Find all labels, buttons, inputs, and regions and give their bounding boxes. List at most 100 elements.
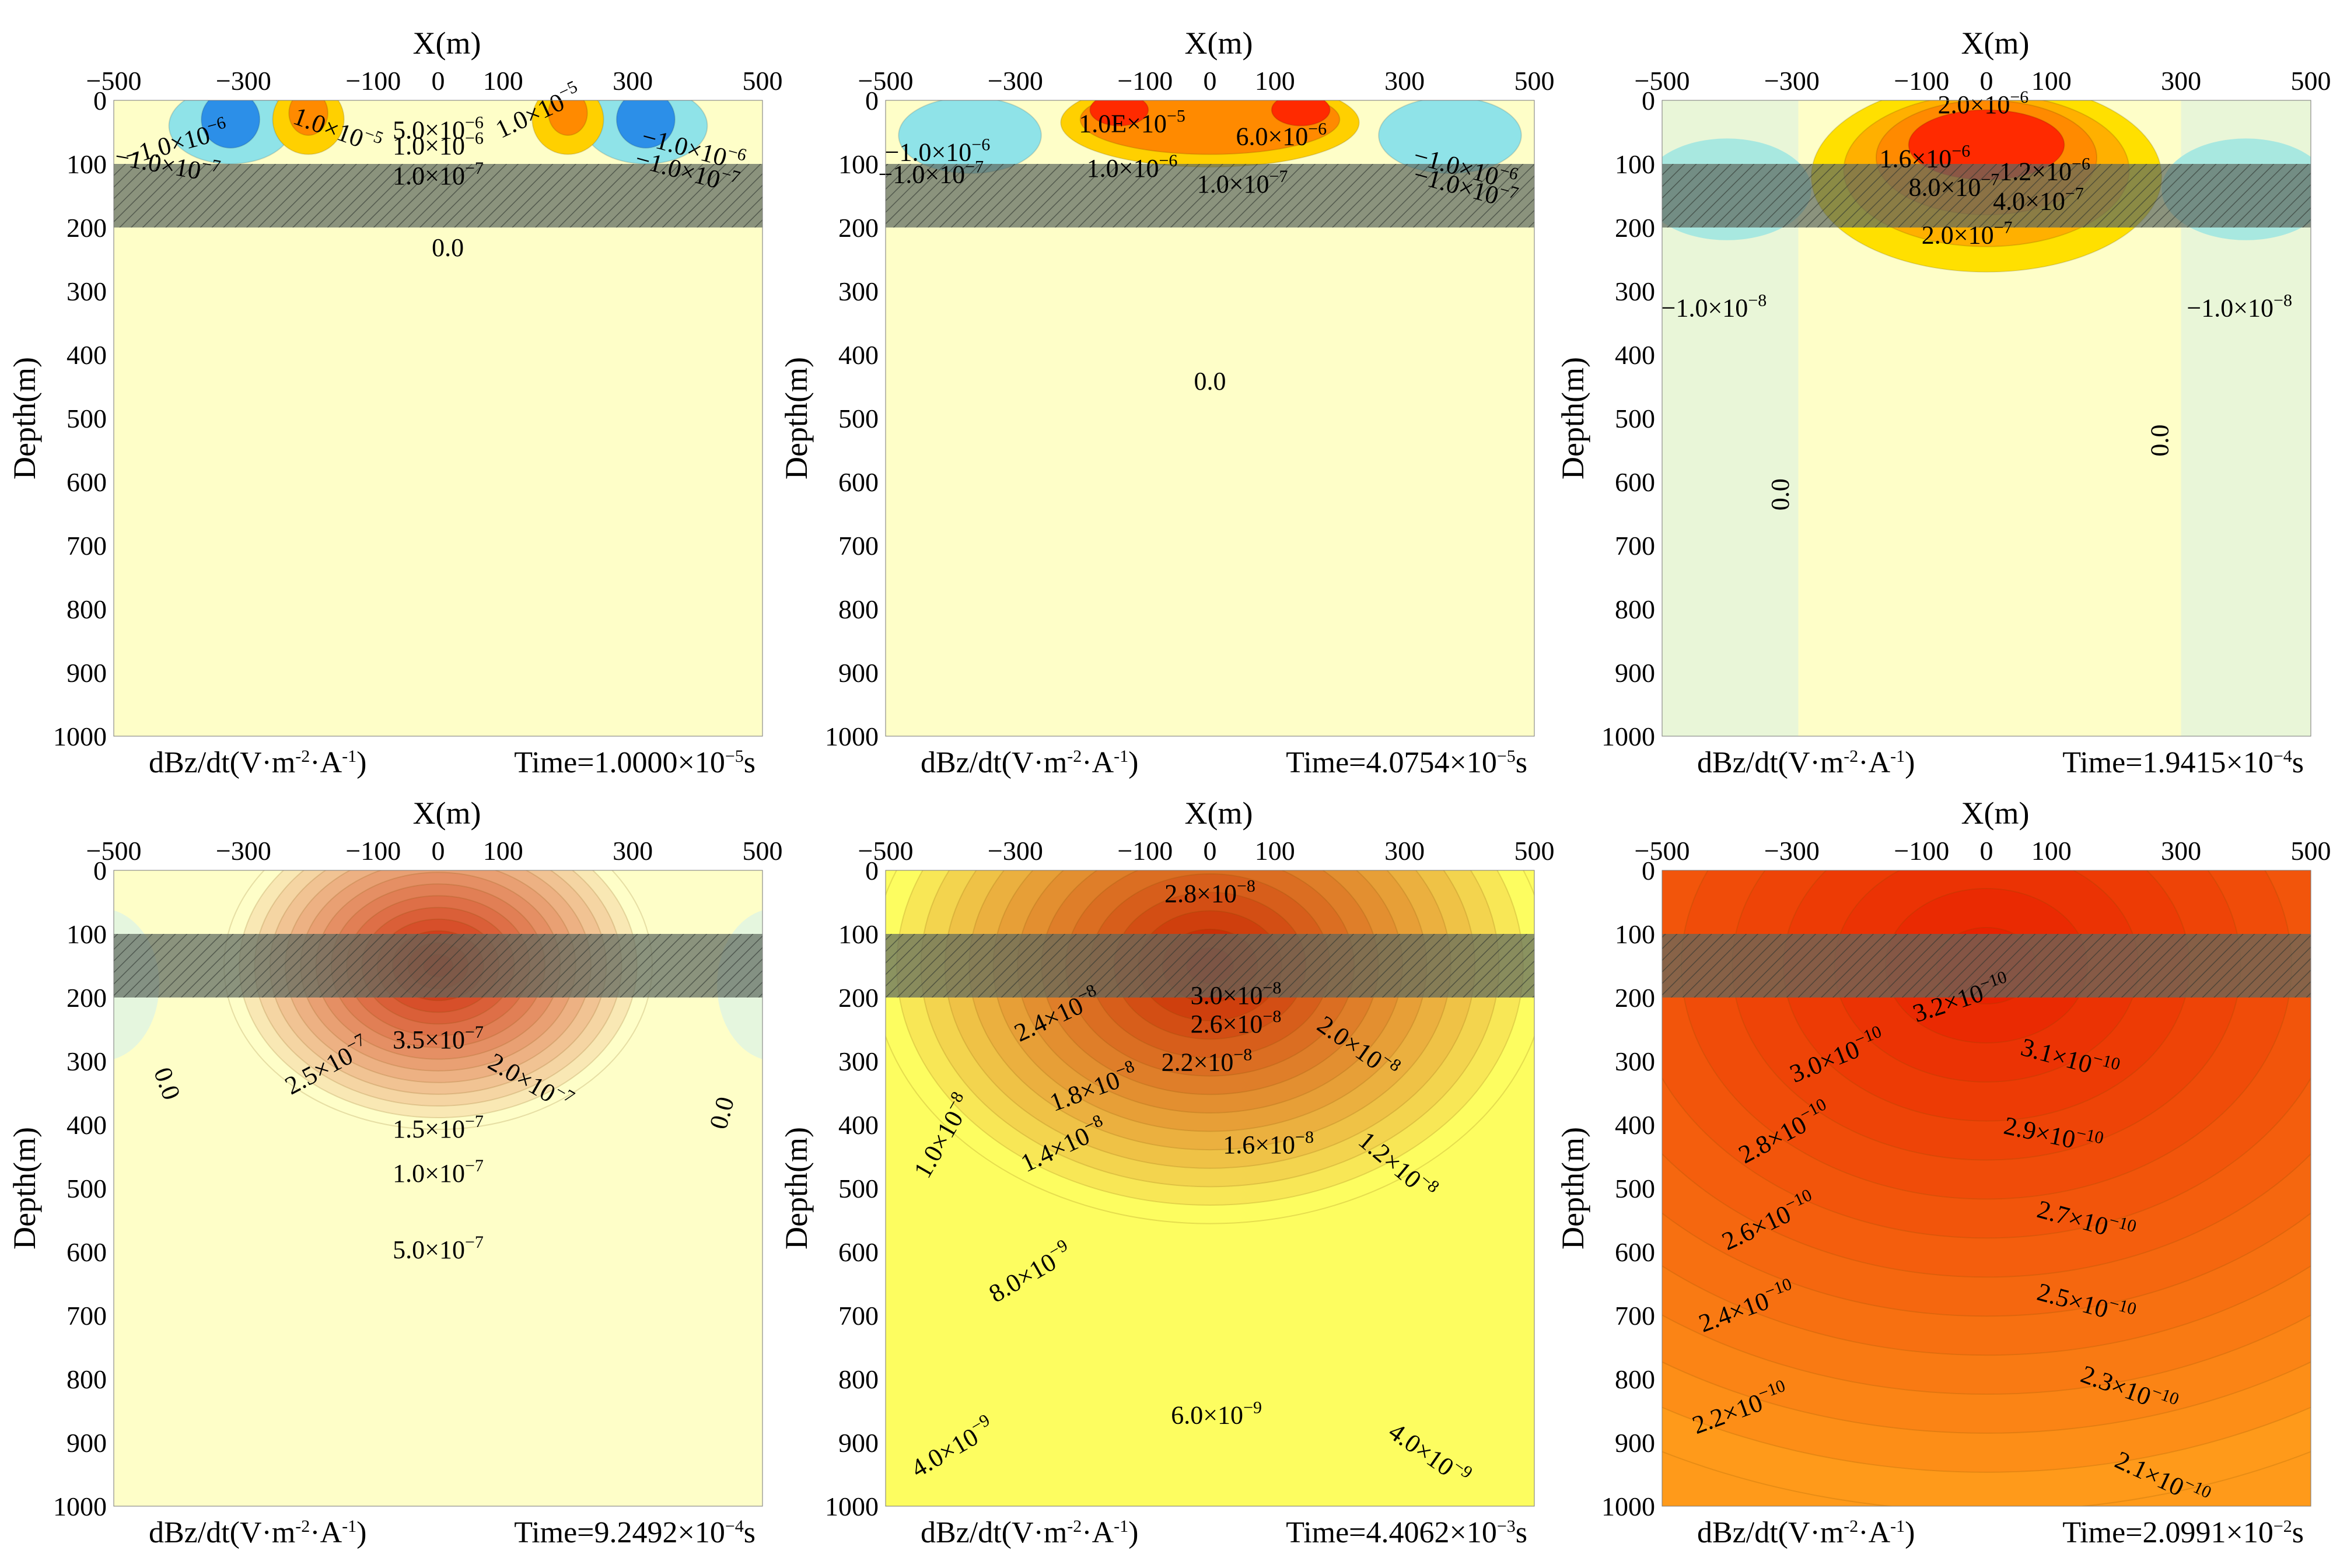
y-tick-label: 1000 (825, 722, 879, 751)
y-tick-label: 100 (67, 919, 107, 949)
x-axis-title: X(m) (413, 796, 481, 831)
y-tick-label: 1000 (53, 722, 107, 751)
y-tick-label: 0 (1642, 856, 1655, 886)
x-tick-label: −500 (86, 66, 142, 96)
y-tick-label: 500 (838, 404, 879, 433)
quantity-label: dBz/dt(V·m-2·A-1) (149, 746, 367, 779)
x-tick-label: 0 (432, 836, 445, 866)
layer-hatch (886, 164, 1534, 228)
x-tick-label: −300 (988, 66, 1043, 96)
x-tick-label: −500 (86, 836, 142, 866)
x-tick-label: −100 (345, 836, 401, 866)
x-tick-label: 100 (2031, 836, 2072, 866)
y-tick-label: 0 (865, 856, 879, 886)
layer-hatch (114, 164, 762, 228)
contour-label: −1.0×10−8 (2187, 291, 2292, 323)
contour-field (886, 870, 1534, 1506)
y-tick-label: 1000 (1601, 722, 1655, 751)
plot-frame (113, 870, 763, 1507)
x-tick-label: 500 (2291, 66, 2331, 96)
y-tick-label: 900 (838, 658, 879, 688)
contour-label: −1.0×10−8 (1662, 291, 1767, 323)
contour-label: 0.0 (432, 233, 464, 262)
x-tick-label: 0 (1980, 66, 1993, 96)
plot-frame (1662, 100, 2311, 737)
x-tick-label: −300 (1764, 66, 1820, 96)
x-tick-label: −300 (988, 836, 1043, 866)
y-tick-label: 0 (93, 856, 107, 886)
x-tick-label: 100 (1255, 66, 1295, 96)
contour-label: 2.2×10−8 (1162, 1045, 1253, 1076)
plot-frame (885, 100, 1535, 737)
y-tick-label: 400 (67, 340, 107, 370)
x-tick-label: −500 (1635, 66, 1690, 96)
x-tick-label: −500 (858, 66, 914, 96)
y-tick-label: 400 (1615, 1110, 1655, 1140)
y-tick-label: 600 (67, 1237, 107, 1267)
y-tick-label: 700 (67, 1301, 107, 1331)
x-tick-label: 300 (2161, 66, 2201, 96)
contour-label: −1.0×10−6 (885, 135, 991, 167)
x-tick-label: −300 (1764, 836, 1820, 866)
time-label: Time=4.0754×10−5s (1286, 746, 1527, 779)
quantity-label: dBz/dt(V·m-2·A-1) (921, 746, 1139, 779)
x-axis-title: X(m) (1961, 796, 2030, 831)
y-tick-label: 500 (67, 1174, 107, 1203)
x-tick-label: 0 (1980, 836, 1993, 866)
x-tick-label: 300 (613, 836, 653, 866)
y-tick-label: 0 (865, 86, 879, 116)
y-tick-label: 600 (838, 1237, 879, 1267)
contour-label: 0.0 (1766, 478, 1795, 510)
contour-field (114, 100, 762, 736)
y-tick-label: 500 (67, 404, 107, 433)
y-axis-title: Depth(m) (7, 357, 42, 480)
y-tick-label: 1000 (1601, 1492, 1655, 1521)
y-axis-title: Depth(m) (1555, 1127, 1590, 1250)
y-tick-label: 700 (838, 531, 879, 561)
contour-label: 1.0×10−7 (393, 159, 484, 190)
y-tick-label: 400 (1615, 340, 1655, 370)
y-tick-label: 500 (1615, 404, 1655, 433)
layer-hatch (1662, 164, 2311, 228)
y-tick-label: 700 (67, 531, 107, 561)
y-axis-title: Depth(m) (7, 1127, 42, 1250)
y-axis-title: Depth(m) (1555, 357, 1590, 480)
y-tick-label: 200 (1615, 213, 1655, 243)
x-tick-label: 500 (743, 836, 783, 866)
y-tick-label: 700 (1615, 1301, 1655, 1331)
x-tick-label: 500 (1514, 66, 1555, 96)
contour-label: 6.0×10−9 (1171, 1398, 1262, 1429)
contour-label: 1.5×10−7 (393, 1112, 484, 1143)
y-tick-label: 1000 (825, 1492, 879, 1521)
contour-label: 8.0×10−7 (1909, 170, 2000, 202)
contour-label: 1.0×10−6 (1087, 151, 1178, 183)
panel-1: 1.0×10−5 1.0×10−55.0×10−61.0×10−61.0×10−7… (7, 26, 783, 779)
x-tick-label: −500 (1635, 836, 1690, 866)
contour-band (201, 100, 261, 149)
y-tick-label: 200 (838, 213, 879, 243)
plot-frame (113, 100, 763, 737)
quantity-label: dBz/dt(V·m-2·A-1) (149, 1516, 367, 1549)
layer-hatch (1662, 934, 2311, 998)
x-tick-label: 500 (2291, 836, 2331, 866)
time-label: Time=1.0000×10−5s (514, 746, 755, 779)
contour-label: 0.0 (1194, 367, 1226, 396)
y-tick-label: 100 (1615, 919, 1655, 949)
x-tick-label: 500 (1514, 836, 1555, 866)
y-tick-label: 600 (67, 467, 107, 497)
y-tick-label: 100 (838, 149, 879, 179)
contour-label: 4.0×10−7 (1993, 184, 2084, 215)
y-tick-label: 900 (67, 1428, 107, 1458)
y-tick-label: 600 (1615, 1237, 1655, 1267)
y-tick-label: 300 (838, 1046, 879, 1076)
contour-band (1089, 100, 1149, 127)
y-tick-label: 800 (67, 594, 107, 624)
y-tick-label: 900 (1615, 658, 1655, 688)
y-tick-label: 300 (67, 276, 107, 306)
x-tick-label: 300 (1384, 836, 1425, 866)
contour-field (886, 100, 1534, 736)
y-tick-label: 400 (838, 1110, 879, 1140)
panel-3: 2.0×10−6 1.6×10−6 1.2×10−68.0×10−74.0×10−7… (1555, 26, 2331, 779)
contour-field (1662, 100, 2311, 736)
